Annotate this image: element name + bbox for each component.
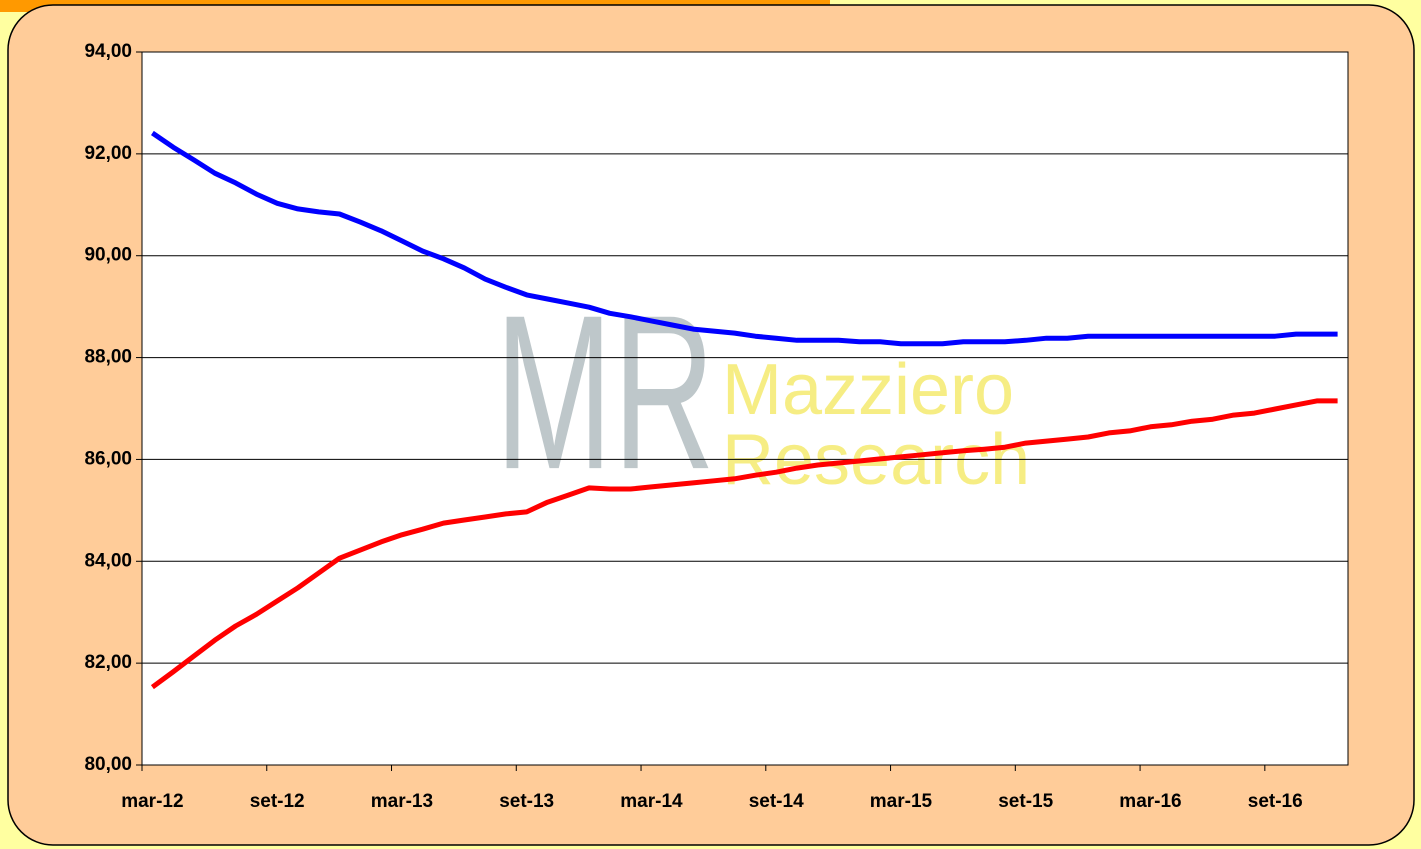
line-series bbox=[150, 130, 1338, 347]
line-series bbox=[150, 398, 1338, 690]
y-tick-label: 94,00 bbox=[84, 41, 132, 62]
watermark-text: Mazziero bbox=[722, 350, 1014, 430]
watermark-logo: MR bbox=[495, 269, 715, 515]
x-tick-label: mar-16 bbox=[1119, 791, 1181, 812]
y-tick-label: 82,00 bbox=[84, 652, 132, 673]
y-tick-label: 92,00 bbox=[84, 143, 132, 164]
x-tick-label: mar-12 bbox=[121, 791, 183, 812]
x-tick-label: set-12 bbox=[250, 791, 305, 812]
y-tick-label: 80,00 bbox=[84, 754, 132, 775]
x-tick-label: set-13 bbox=[499, 791, 554, 812]
x-tick-label: mar-15 bbox=[870, 791, 933, 812]
x-tick-label: set-16 bbox=[1248, 791, 1303, 812]
plot-area bbox=[141, 51, 1349, 766]
y-tick-label: 90,00 bbox=[84, 245, 132, 266]
y-tick-label: 86,00 bbox=[84, 448, 132, 469]
x-tick-label: mar-14 bbox=[620, 791, 683, 812]
y-tick-label: 88,00 bbox=[84, 347, 132, 368]
x-tick-label: set-15 bbox=[998, 791, 1053, 812]
x-tick-label: mar-13 bbox=[371, 791, 433, 812]
x-tick-label: set-14 bbox=[749, 791, 804, 812]
y-tick-label: 84,00 bbox=[84, 550, 132, 571]
